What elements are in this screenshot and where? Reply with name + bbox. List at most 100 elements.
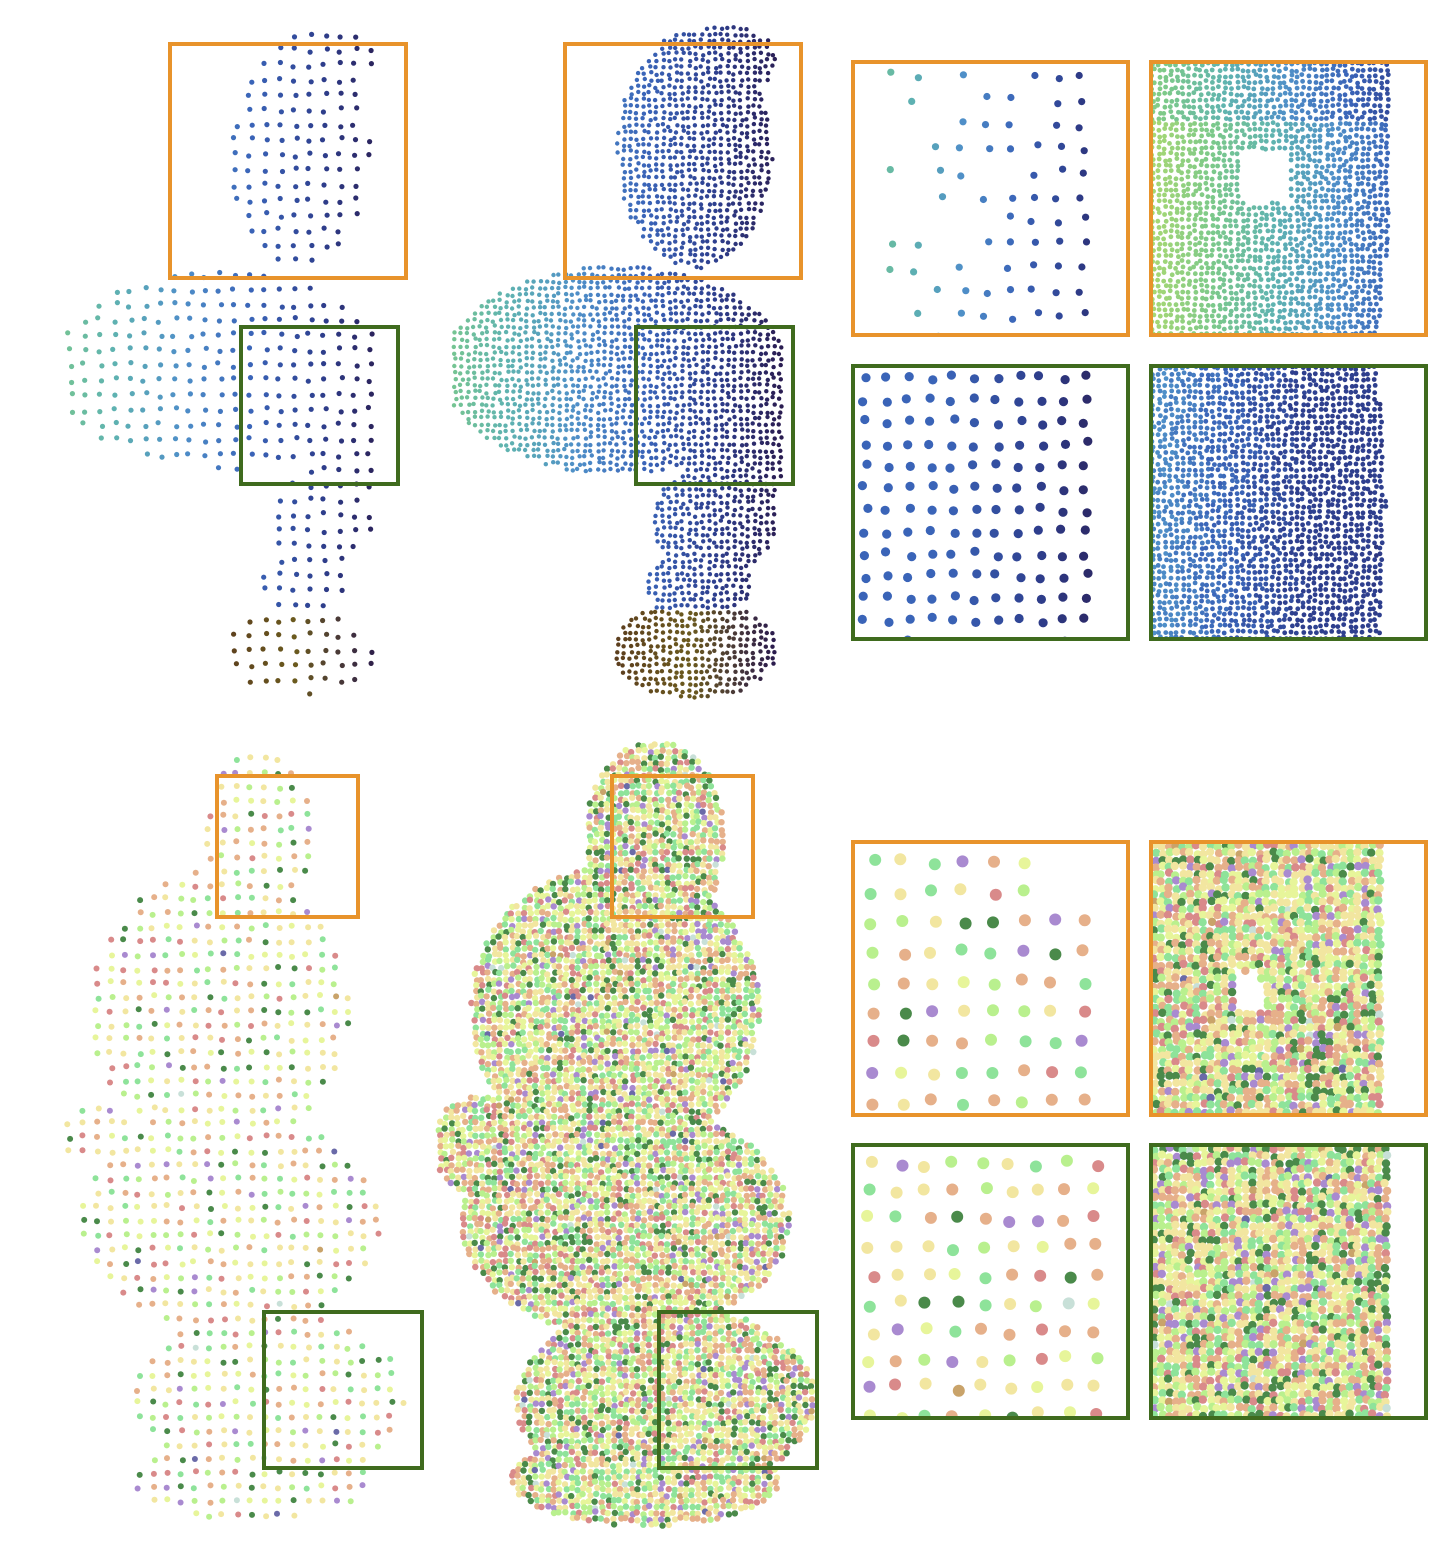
point	[1011, 49, 1018, 56]
point	[753, 343, 758, 348]
point	[596, 467, 601, 472]
point	[517, 394, 523, 400]
point	[692, 449, 697, 454]
point	[713, 409, 718, 414]
point	[538, 286, 543, 291]
point	[687, 63, 692, 68]
point	[1377, 169, 1383, 175]
point	[745, 630, 751, 636]
point	[1155, 102, 1160, 108]
point	[738, 241, 744, 246]
point	[667, 690, 672, 695]
point	[497, 397, 503, 402]
point	[1197, 138, 1203, 144]
point	[1210, 104, 1215, 110]
point	[248, 287, 254, 293]
point	[1329, 90, 1335, 96]
point	[685, 298, 691, 303]
point	[1305, 163, 1311, 169]
point	[1277, 236, 1283, 241]
point	[699, 649, 705, 655]
point	[202, 288, 208, 294]
point	[1299, 264, 1305, 270]
point	[1031, 238, 1039, 246]
point	[602, 342, 608, 348]
point	[1204, 85, 1209, 90]
point	[635, 642, 640, 647]
point	[1348, 156, 1354, 162]
point	[601, 363, 607, 368]
point	[711, 286, 717, 291]
point	[1215, 216, 1221, 222]
point	[1289, 271, 1295, 276]
point	[1210, 115, 1216, 120]
point	[276, 422, 282, 428]
point	[641, 305, 646, 310]
point	[1299, 211, 1305, 217]
point	[609, 344, 614, 349]
point	[1271, 255, 1277, 260]
point	[1378, 192, 1383, 198]
point	[490, 356, 496, 361]
point	[714, 319, 719, 324]
point	[1383, 253, 1389, 258]
point	[278, 409, 284, 415]
point	[647, 293, 652, 298]
point	[692, 695, 697, 700]
point	[1349, 152, 1355, 158]
point	[1161, 266, 1167, 272]
point	[550, 429, 555, 434]
point	[542, 364, 547, 369]
point	[738, 375, 743, 381]
point	[1325, 141, 1331, 146]
point	[673, 507, 678, 512]
point	[1247, 103, 1252, 109]
point	[1241, 78, 1247, 84]
point	[1137, 223, 1142, 228]
point	[680, 201, 686, 207]
point	[1156, 294, 1162, 299]
point	[687, 363, 692, 369]
point	[1319, 205, 1325, 211]
point	[1217, 200, 1223, 205]
point	[156, 376, 162, 382]
point	[1269, 133, 1275, 138]
point	[673, 384, 678, 389]
point	[688, 682, 693, 687]
point	[1163, 229, 1168, 235]
point	[711, 455, 716, 461]
point	[636, 200, 641, 205]
point	[262, 180, 268, 186]
point	[744, 234, 749, 239]
point	[504, 436, 509, 441]
point	[753, 553, 758, 558]
point	[731, 182, 736, 187]
point	[1348, 206, 1354, 211]
point	[1252, 80, 1258, 86]
point	[601, 417, 607, 422]
point	[1174, 102, 1179, 108]
point	[622, 337, 627, 343]
point	[1007, 93, 1015, 102]
point	[770, 53, 776, 58]
point	[648, 239, 654, 244]
point	[698, 505, 704, 510]
point	[1137, 295, 1142, 300]
point	[1313, 189, 1319, 194]
point	[1204, 110, 1210, 116]
point	[685, 553, 690, 558]
point	[757, 370, 762, 376]
point	[587, 448, 593, 454]
point	[1193, 289, 1199, 295]
point	[307, 150, 313, 156]
point	[1185, 79, 1191, 84]
point	[354, 468, 360, 474]
point	[172, 436, 179, 442]
point	[685, 187, 691, 193]
point	[681, 564, 686, 570]
point	[1325, 132, 1331, 138]
point	[216, 422, 222, 428]
point	[497, 336, 502, 341]
point	[1197, 258, 1203, 264]
point	[732, 449, 737, 454]
